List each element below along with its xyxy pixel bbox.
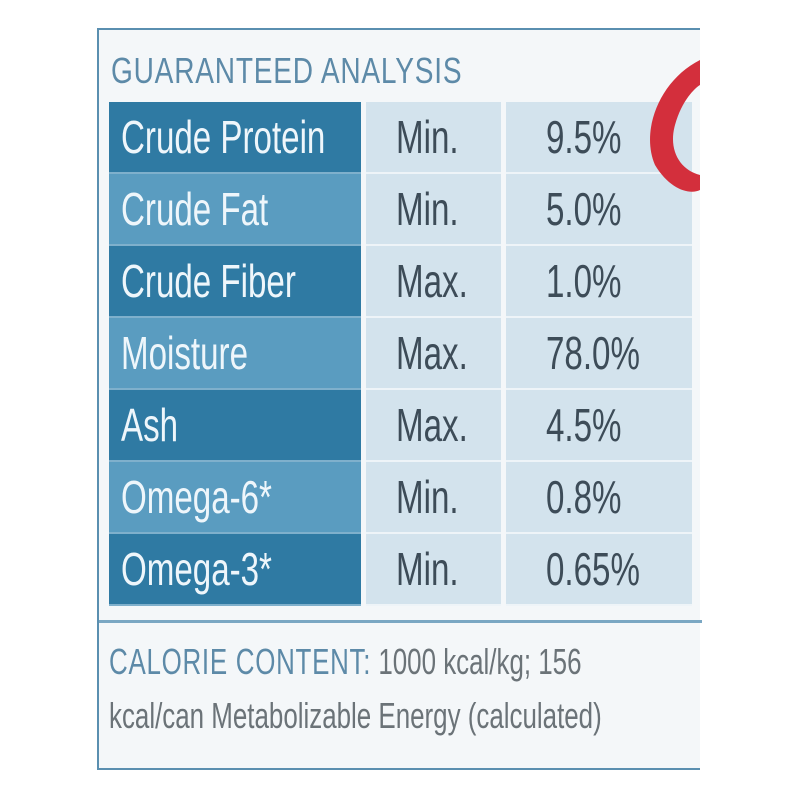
nutrient-name-cell: Crude Fat	[109, 174, 361, 246]
analysis-row: Crude Fiber Max. 1.0%	[109, 246, 699, 318]
qualifier: Min.	[396, 543, 459, 595]
analysis-row: Crude Protein Min. 9.5%	[109, 102, 699, 174]
nutrient-name: Crude Fiber	[121, 255, 296, 307]
qualifier-cell: Max.	[366, 246, 501, 318]
nutrient-value-cell: 0.8%	[506, 462, 692, 534]
analysis-table: Crude Protein Min. 9.5% Crude Fat Min. 5.0% Cr…	[109, 102, 699, 606]
calorie-text: 1000 kcal/kg; 156 kcal/can Metabolizable…	[109, 641, 602, 736]
analysis-row: Crude Fat Min. 5.0%	[109, 174, 699, 246]
nutrient-name: Crude Protein	[121, 111, 326, 163]
qualifier-cell: Max.	[366, 390, 501, 462]
qualifier: Min.	[396, 183, 459, 235]
calorie-label: CALORIE CONTENT:	[109, 641, 372, 682]
nutrient-value-cell: 5.0%	[506, 174, 692, 246]
qualifier-cell: Min.	[366, 102, 501, 174]
nutrient-value-cell: 9.5%	[506, 102, 692, 174]
section-title: GUARANTEED ANALYSIS	[111, 50, 463, 91]
nutrient-name: Omega-6*	[121, 471, 272, 523]
nutrient-value: 78.0%	[546, 327, 640, 379]
nutrient-value-cell: 0.65%	[506, 534, 692, 606]
nutrient-value: 5.0%	[546, 183, 622, 235]
nutrient-name-cell: Crude Protein	[109, 102, 361, 174]
qualifier-cell: Max.	[366, 318, 501, 390]
nutrient-name: Moisture	[121, 327, 249, 379]
qualifier: Max.	[396, 327, 468, 379]
nutrient-value-cell: 4.5%	[506, 390, 692, 462]
analysis-row: Omega-3* Min. 0.65%	[109, 534, 699, 606]
nutrient-name-cell: Ash	[109, 390, 361, 462]
qualifier-cell: Min.	[366, 462, 501, 534]
qualifier: Min.	[396, 471, 459, 523]
qualifier: Max.	[396, 399, 468, 451]
nutrient-name-cell: Omega-3*	[109, 534, 361, 606]
nutrient-value: 0.8%	[546, 471, 622, 523]
analysis-row: Moisture Max. 78.0%	[109, 318, 699, 390]
nutrient-value-cell: 78.0%	[506, 318, 692, 390]
qualifier: Max.	[396, 255, 468, 307]
nutrient-value: 4.5%	[546, 399, 622, 451]
analysis-row: Omega-6* Min. 0.8%	[109, 462, 699, 534]
nutrient-name: Ash	[121, 399, 179, 451]
qualifier-cell: Min.	[366, 534, 501, 606]
nutrient-name-cell: Crude Fiber	[109, 246, 361, 318]
nutrient-name: Omega-3*	[121, 543, 272, 595]
analysis-row: Ash Max. 4.5%	[109, 390, 699, 462]
nutrient-value: 9.5%	[546, 111, 622, 163]
nutrient-value-cell: 1.0%	[506, 246, 692, 318]
nutrient-value: 1.0%	[546, 255, 622, 307]
nutrient-name-cell: Omega-6*	[109, 462, 361, 534]
nutrient-name-cell: Moisture	[109, 318, 361, 390]
qualifier-cell: Min.	[366, 174, 501, 246]
nutrient-value: 0.65%	[546, 543, 640, 595]
calorie-content: CALORIE CONTENT: 1000 kcal/kg; 156 kcal/…	[109, 635, 656, 743]
separator	[99, 620, 702, 623]
nutrient-name: Crude Fat	[121, 183, 269, 235]
qualifier: Min.	[396, 111, 459, 163]
label-panel: GUARANTEED ANALYSIS Crude Protein Min. 9.5…	[97, 28, 702, 770]
